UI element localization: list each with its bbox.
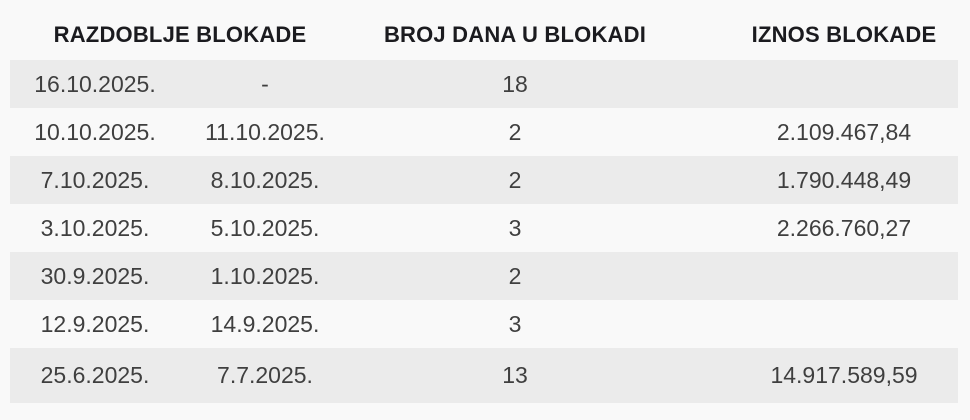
cell-date-to: - <box>261 70 269 97</box>
cell-amount: 2.109.467,84 <box>776 118 912 145</box>
table-row: 12.9.2025. 14.9.2025. 3 <box>10 300 958 348</box>
page: RAZDOBLJE BLOKADE BROJ DANA U BLOKADI IZ… <box>10 10 958 403</box>
cell-date-to: 11.10.2025. <box>205 118 325 145</box>
table-row: 3.10.2025. 5.10.2025. 3 2.266.760,27 <box>10 204 958 252</box>
cell-days: 18 <box>502 70 528 97</box>
cell-date-from: 30.9.2025. <box>40 262 150 289</box>
cell-days: 3 <box>508 214 522 241</box>
table-row: 30.9.2025. 1.10.2025. 2 <box>10 252 958 300</box>
cell-days: 13 <box>502 362 528 388</box>
column-header-amount: IZNOS BLOKADE <box>751 22 937 47</box>
cell-date-from: 25.6.2025. <box>40 362 150 388</box>
table-body: 16.10.2025. - 18 10.10.2025. 11.10.2025. 2 2.1… <box>10 60 958 403</box>
cell-date-from: 3.10.2025. <box>40 214 150 241</box>
cell-amount: 1.790.448,49 <box>776 166 912 193</box>
cell-date-to: 5.10.2025. <box>210 214 320 241</box>
cell-amount <box>680 60 958 108</box>
cell-date-from: 16.10.2025. <box>34 70 156 97</box>
cell-date-to: 14.9.2025. <box>210 310 320 337</box>
table-row: 16.10.2025. - 18 <box>10 60 958 108</box>
table-header: RAZDOBLJE BLOKADE BROJ DANA U BLOKADI IZ… <box>10 10 958 60</box>
cell-date-to: 1.10.2025. <box>210 262 320 289</box>
cell-date-to: 7.7.2025. <box>217 362 313 388</box>
cell-days: 2 <box>508 262 522 289</box>
cell-amount <box>680 300 958 348</box>
cell-date-from: 10.10.2025. <box>34 118 156 145</box>
blockade-table: RAZDOBLJE BLOKADE BROJ DANA U BLOKADI IZ… <box>10 10 958 403</box>
cell-days: 3 <box>508 310 522 337</box>
table-row: 10.10.2025. 11.10.2025. 2 2.109.467,84 <box>10 108 958 156</box>
cell-amount: 2.266.760,27 <box>776 214 912 241</box>
table-row: 7.10.2025. 8.10.2025. 2 1.790.448,49 <box>10 156 958 204</box>
cell-amount: 14.917.589,59 <box>770 362 918 388</box>
header-row: RAZDOBLJE BLOKADE BROJ DANA U BLOKADI IZ… <box>10 10 958 60</box>
column-header-period: RAZDOBLJE BLOKADE <box>53 22 307 47</box>
cell-amount <box>680 252 958 300</box>
column-header-days: BROJ DANA U BLOKADI <box>383 22 647 47</box>
cell-date-from: 12.9.2025. <box>40 310 150 337</box>
cell-date-to: 8.10.2025. <box>210 166 320 193</box>
table-row: 25.6.2025. 7.7.2025. 13 14.917.589,59 <box>10 348 958 403</box>
cell-days: 2 <box>508 166 522 193</box>
cell-days: 2 <box>508 118 522 145</box>
cell-date-from: 7.10.2025. <box>40 166 150 193</box>
